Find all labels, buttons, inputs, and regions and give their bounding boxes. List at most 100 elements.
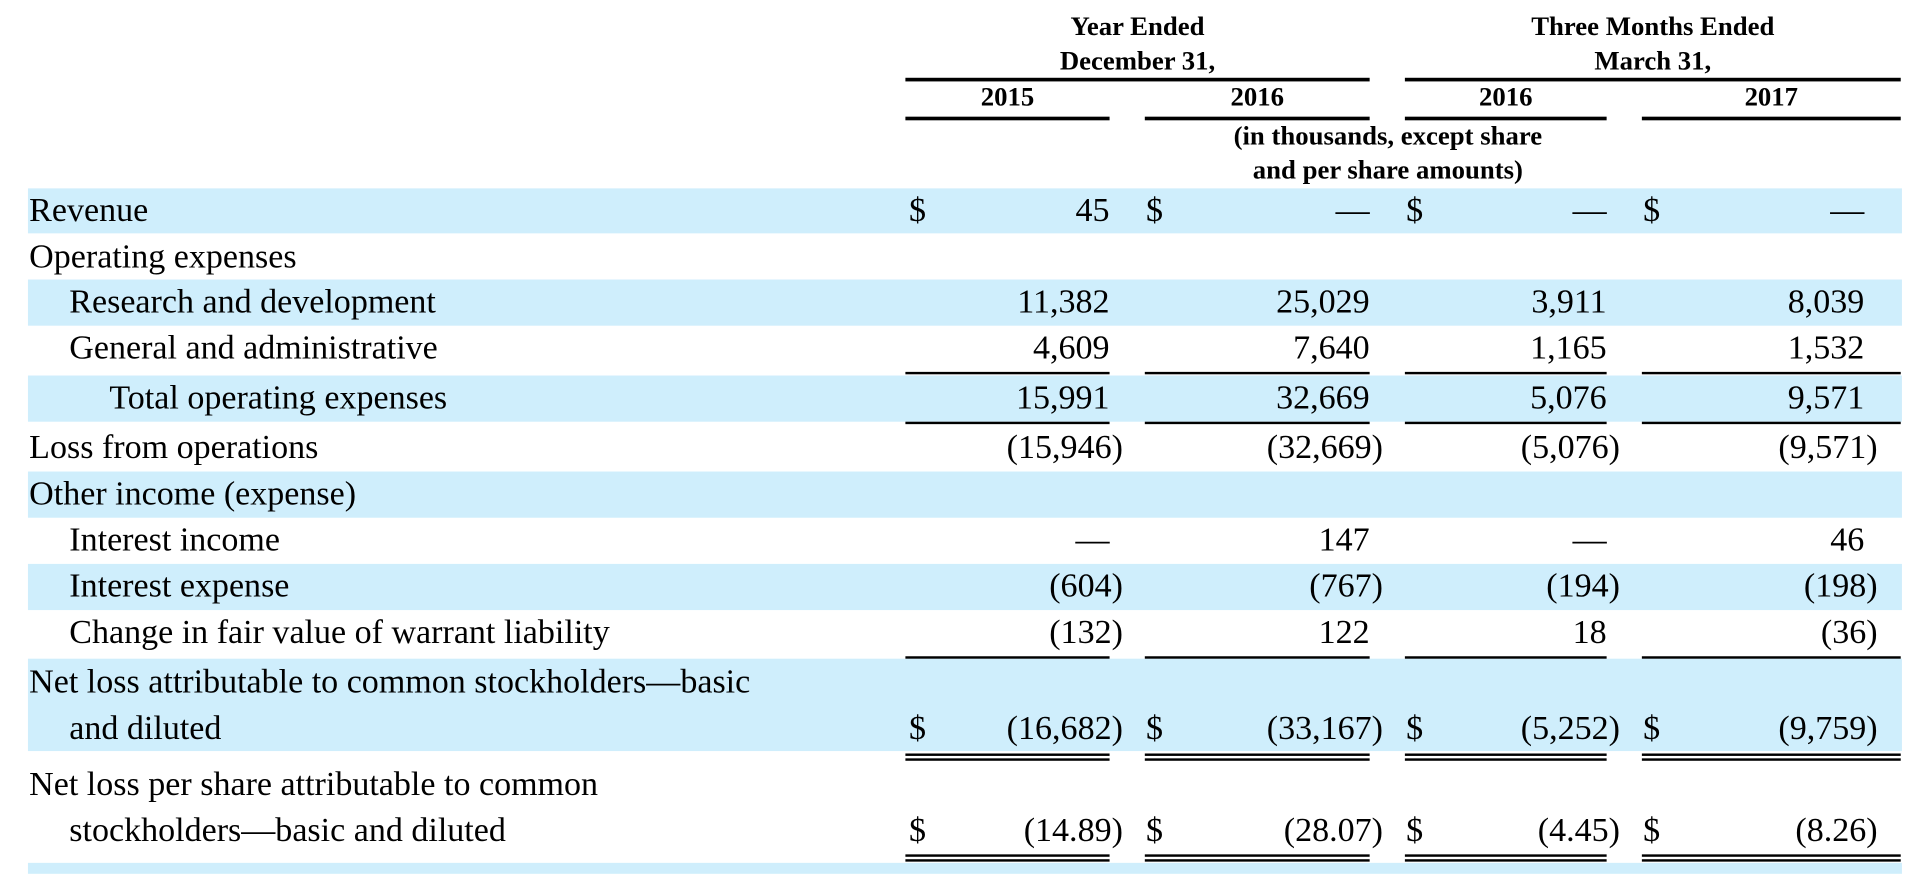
row-label-ga: General and administrative bbox=[69, 329, 438, 368]
dollar-sign: $ bbox=[909, 192, 927, 230]
subtotal-rule bbox=[1144, 421, 1370, 425]
year-2016-annual: 2016 bbox=[1230, 81, 1284, 112]
row-label-total-opex: Total operating expenses bbox=[109, 379, 448, 417]
cell-loss-ops-q2017: (9,571) bbox=[1778, 429, 1878, 467]
cell-eps-q2016: (4.45) bbox=[1537, 811, 1620, 850]
year-2015: 2015 bbox=[980, 81, 1035, 112]
cell-loss-ops-2016: (32,669) bbox=[1266, 429, 1384, 467]
cell-rd-2015: 11,382 bbox=[1017, 283, 1110, 321]
subtotal-rule bbox=[1144, 371, 1370, 375]
header-year-ended-line2: December 31, bbox=[1059, 44, 1216, 76]
cell-int-expense-q2017: (198) bbox=[1803, 567, 1878, 606]
cell-loss-ops-q2016: (5,076) bbox=[1520, 429, 1620, 467]
cell-int-income-2016: 147 bbox=[1318, 521, 1370, 560]
year-rule bbox=[1404, 116, 1607, 121]
cell-int-income-q2016: — bbox=[1572, 521, 1607, 560]
row-band bbox=[27, 188, 1902, 234]
dollar-sign: $ bbox=[909, 709, 927, 748]
total-double-rule bbox=[1144, 753, 1370, 761]
total-double-rule bbox=[1404, 753, 1607, 761]
cell-eps-q2017: (8.26) bbox=[1795, 811, 1878, 850]
row-band bbox=[27, 563, 1902, 611]
row-label-net-loss: Net loss attributable to common stockhol… bbox=[29, 663, 751, 702]
cell-rd-q2016: 3,911 bbox=[1531, 283, 1607, 321]
year-2016-quarter: 2016 bbox=[1479, 81, 1533, 112]
total-double-rule bbox=[1404, 854, 1607, 862]
row-label-eps-cont: stockholders—basic and diluted bbox=[69, 811, 506, 850]
subtotal-rule bbox=[905, 371, 1110, 375]
subtotal-rule bbox=[1404, 371, 1607, 375]
units-note-line1: (in thousands, except share bbox=[1233, 120, 1543, 151]
dollar-sign: $ bbox=[1406, 811, 1424, 850]
cell-revenue-q2016: — bbox=[1572, 192, 1607, 230]
units-note-line2: and per share amounts) bbox=[1252, 154, 1523, 185]
header-rule bbox=[1404, 77, 1901, 82]
cell-total-opex-q2017: 9,571 bbox=[1787, 379, 1865, 417]
cell-revenue-2015: 45 bbox=[1075, 192, 1110, 230]
cell-rd-2016: 25,029 bbox=[1276, 283, 1370, 321]
header-three-months-line2: March 31, bbox=[1594, 44, 1712, 76]
cell-total-opex-2016: 32,669 bbox=[1276, 379, 1370, 417]
cell-int-expense-q2016: (194) bbox=[1546, 567, 1620, 606]
total-double-rule bbox=[1641, 753, 1901, 761]
cell-net-loss-2015: (16,682) bbox=[1006, 709, 1123, 748]
year-2017-quarter: 2017 bbox=[1744, 81, 1799, 112]
subtotal-rule bbox=[1144, 656, 1370, 659]
row-band bbox=[27, 658, 1902, 752]
year-rule bbox=[905, 116, 1110, 121]
cell-eps-2015: (14.89) bbox=[1023, 811, 1123, 850]
subtotal-rule bbox=[1641, 371, 1901, 375]
units-note: (in thousands, except share and per shar… bbox=[1145, 119, 1631, 187]
subtotal-rule bbox=[1404, 421, 1607, 425]
year-rule bbox=[1144, 116, 1370, 121]
dollar-sign: $ bbox=[1146, 709, 1164, 748]
row-band bbox=[27, 375, 1902, 422]
total-double-rule bbox=[1641, 854, 1901, 862]
subtotal-rule bbox=[905, 656, 1110, 659]
total-double-rule bbox=[905, 854, 1110, 862]
cell-total-opex-q2016: 5,076 bbox=[1530, 379, 1607, 417]
cell-revenue-q2017: — bbox=[1830, 192, 1865, 230]
cell-warrant-2015: (132) bbox=[1049, 613, 1123, 652]
row-band bbox=[27, 471, 1902, 518]
cell-ga-q2016: 1,165 bbox=[1530, 329, 1607, 368]
cell-eps-2016: (28.07) bbox=[1283, 811, 1384, 850]
cell-int-income-2015: — bbox=[1075, 521, 1110, 560]
year-rule bbox=[1641, 116, 1901, 121]
total-double-rule bbox=[1144, 854, 1370, 862]
cell-net-loss-q2016: (5,252) bbox=[1520, 709, 1620, 748]
row-band bbox=[27, 862, 1902, 874]
cell-int-expense-2015: (604) bbox=[1049, 567, 1123, 606]
cell-total-opex-2015: 15,991 bbox=[1015, 379, 1110, 417]
row-label-other-income: Other income (expense) bbox=[29, 475, 357, 513]
row-label-rd: Research and development bbox=[69, 283, 436, 321]
cell-revenue-2016: — bbox=[1335, 192, 1370, 230]
row-label-loss-from-operations: Loss from operations bbox=[29, 429, 319, 467]
row-band bbox=[27, 279, 1902, 326]
dollar-sign: $ bbox=[1406, 192, 1424, 230]
total-double-rule bbox=[905, 753, 1110, 761]
row-label-interest-income: Interest income bbox=[69, 521, 280, 560]
subtotal-rule bbox=[905, 421, 1110, 425]
dollar-sign: $ bbox=[1146, 192, 1164, 230]
row-label-warrant: Change in fair value of warrant liabilit… bbox=[69, 613, 610, 652]
cell-net-loss-q2017: (9,759) bbox=[1778, 709, 1878, 748]
dollar-sign: $ bbox=[1146, 811, 1164, 850]
header-year-ended: Year Ended December 31, bbox=[905, 10, 1369, 78]
cell-warrant-2016: 122 bbox=[1318, 613, 1370, 652]
subtotal-rule bbox=[1404, 656, 1607, 659]
cell-warrant-q2016: 18 bbox=[1572, 613, 1607, 652]
row-label-interest-expense: Interest expense bbox=[69, 567, 290, 606]
header-three-months-line1: Three Months Ended bbox=[1531, 10, 1775, 42]
cell-ga-2016: 7,640 bbox=[1293, 329, 1370, 368]
cell-rd-q2017: 8,039 bbox=[1787, 283, 1865, 321]
header-rule bbox=[905, 77, 1370, 82]
cell-ga-q2017: 1,532 bbox=[1787, 329, 1865, 368]
dollar-sign: $ bbox=[909, 811, 927, 850]
dollar-sign: $ bbox=[1406, 709, 1424, 748]
dollar-sign: $ bbox=[1643, 709, 1661, 748]
row-label-revenue: Revenue bbox=[29, 192, 149, 230]
cell-int-expense-2016: (767) bbox=[1309, 567, 1384, 606]
subtotal-rule bbox=[1641, 656, 1901, 659]
